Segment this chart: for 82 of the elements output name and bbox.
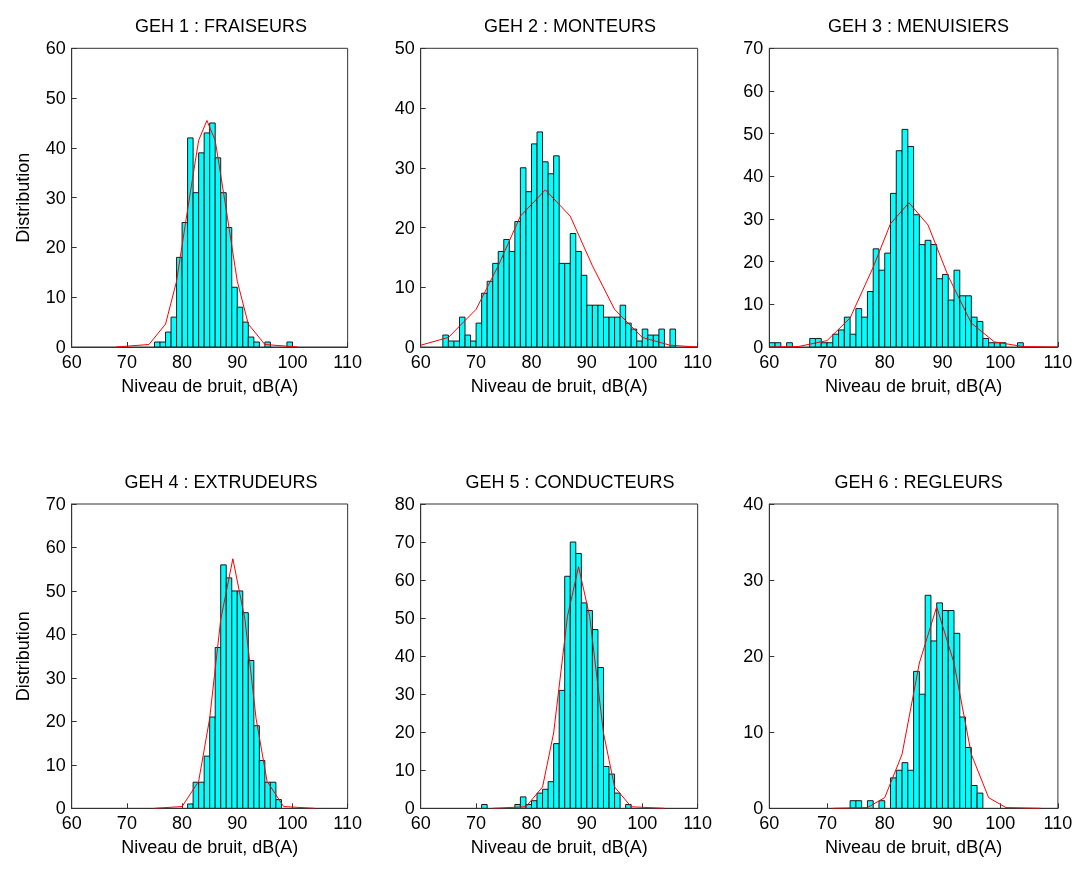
x-tick-label: 70 <box>817 813 838 834</box>
x-tick-label: 80 <box>874 813 895 834</box>
x-axis-title: Niveau de bruit, dB(A) <box>470 837 648 858</box>
y-tick-label: 10 <box>45 754 66 775</box>
y-tick-label: 20 <box>394 217 415 238</box>
y-tick-label: 60 <box>394 570 415 591</box>
y-tick-label: 70 <box>743 38 764 59</box>
x-tick-label: 100 <box>627 813 658 834</box>
x-tick-label: 110 <box>1043 352 1073 372</box>
y-tick-label: 30 <box>394 157 415 178</box>
x-tick-label: 110 <box>683 352 712 372</box>
x-tick-label: 90 <box>576 813 597 834</box>
chart-title: GEH 2 : MONTEURS <box>483 16 657 37</box>
y-tick-label: 20 <box>743 251 764 272</box>
x-axis-title: Niveau de bruit, dB(A) <box>470 376 648 396</box>
x-tick-label: 90 <box>576 352 597 372</box>
y-tick-label: 10 <box>394 277 415 298</box>
y-tick-label: 50 <box>743 123 764 144</box>
chart-title: GEH 6 : REGLEURS <box>834 472 1003 492</box>
y-tick-label: 30 <box>45 187 66 208</box>
x-axis-title: Niveau de bruit, dB(A) <box>825 376 1003 396</box>
x-tick-label: 110 <box>683 813 712 834</box>
y-tick-label: 40 <box>743 494 764 514</box>
y-tick-label: 20 <box>743 646 764 667</box>
y-tick-label: 40 <box>394 646 415 667</box>
x-tick-label: 100 <box>627 352 658 372</box>
y-tick-label: 50 <box>45 88 66 109</box>
x-tick-label: 100 <box>985 352 1016 372</box>
x-tick-label: 70 <box>116 813 137 834</box>
y-tick-label: 60 <box>743 80 764 101</box>
x-tick-label: 70 <box>817 352 838 372</box>
y-tick-label: 20 <box>394 722 415 743</box>
x-tick-label: 70 <box>466 813 487 834</box>
y-tick-label: 50 <box>394 38 415 59</box>
y-tick-label: 20 <box>45 237 66 258</box>
x-tick-label: 110 <box>333 813 362 834</box>
x-tick-label: 90 <box>932 813 953 834</box>
y-tick-label: 60 <box>45 38 66 59</box>
x-tick-label: 90 <box>227 352 248 372</box>
x-tick-label: 100 <box>985 813 1016 834</box>
chart-title: GEH 5 : CONDUCTEURS <box>465 472 675 492</box>
y-tick-label: 50 <box>45 580 66 601</box>
y-tick-label: 10 <box>45 287 66 308</box>
y-tick-label: 30 <box>45 667 66 688</box>
x-tick-label: 100 <box>277 352 308 372</box>
y-tick-label: 30 <box>743 208 764 229</box>
chart-title: GEH 4 : EXTRUDEURS <box>124 472 318 492</box>
y-tick-label: 30 <box>394 684 415 705</box>
y-tick-label: 70 <box>45 494 66 514</box>
x-axis-title: Niveau de bruit, dB(A) <box>825 837 1003 858</box>
y-axis-title: Distribution <box>12 152 33 243</box>
x-tick-label: 100 <box>277 813 308 834</box>
chart-title: GEH 1 : FRAISEURS <box>134 16 308 37</box>
x-tick-label: 70 <box>466 352 487 372</box>
y-tick-label: 40 <box>394 98 415 119</box>
y-tick-label: 40 <box>45 137 66 158</box>
x-tick-label: 80 <box>874 352 895 372</box>
x-axis-title: Niveau de bruit, dB(A) <box>121 837 299 858</box>
x-tick-label: 90 <box>932 352 953 372</box>
x-tick-label: 110 <box>333 352 362 372</box>
chart-title: GEH 3 : MENUISIERS <box>828 16 1010 37</box>
x-tick-label: 80 <box>172 813 193 834</box>
y-tick-label: 80 <box>394 494 415 514</box>
y-tick-label: 70 <box>394 532 415 553</box>
y-tick-label: 40 <box>743 166 764 187</box>
x-axis-title: Niveau de bruit, dB(A) <box>121 376 299 396</box>
x-tick-label: 110 <box>1043 813 1073 834</box>
x-tick-label: 80 <box>521 352 542 372</box>
x-tick-label: 80 <box>521 813 542 834</box>
y-tick-label: 60 <box>45 537 66 558</box>
x-tick-label: 70 <box>116 352 137 372</box>
y-tick-label: 30 <box>743 570 764 591</box>
line-series <box>115 119 299 348</box>
x-tick-label: 90 <box>227 813 248 834</box>
y-tick-label: 50 <box>394 608 415 629</box>
x-tick-label: 80 <box>172 352 193 372</box>
y-tick-label: 10 <box>394 760 415 781</box>
y-tick-label: 10 <box>743 294 764 315</box>
y-tick-label: 40 <box>45 624 66 645</box>
y-tick-label: 10 <box>743 722 764 743</box>
y-axis-title: Distribution <box>12 611 33 702</box>
y-tick-label: 20 <box>45 711 66 732</box>
